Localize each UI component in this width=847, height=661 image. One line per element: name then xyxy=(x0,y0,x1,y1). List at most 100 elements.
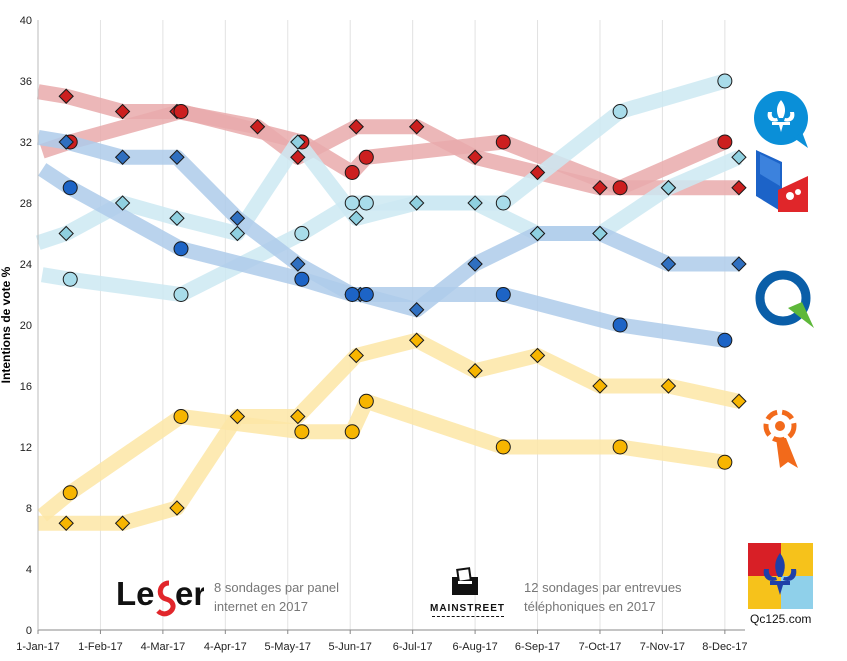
x-tick-label: 6-Aug-17 xyxy=(452,641,497,653)
point-pq-mainstreet xyxy=(717,73,733,89)
leger-legend-text: 8 sondages par panel internet en 2017 xyxy=(214,578,339,616)
point-caq-leger xyxy=(290,149,306,165)
mainstreet-logo-text: MAINSTREET xyxy=(430,603,505,614)
point-qs-mainstreet xyxy=(612,439,628,455)
point-pq-leger xyxy=(731,149,747,165)
point-pq-leger xyxy=(592,225,608,242)
point-caq-leger xyxy=(529,164,546,181)
point-pq-leger xyxy=(467,195,483,211)
qc125-site-label: Qc125.com xyxy=(750,612,812,626)
point-caq-mainstreet xyxy=(344,165,360,180)
mainstreet-legend-line2: téléphoniques en 2017 xyxy=(524,599,656,614)
point-pq-leger xyxy=(229,225,246,242)
point-pq-mainstreet xyxy=(358,195,374,211)
plq-logo xyxy=(756,150,808,212)
x-tick-label: 8-Dec-17 xyxy=(702,641,747,653)
point-qs-leger xyxy=(660,378,677,394)
point-plq-mainstreet xyxy=(173,241,189,257)
point-plq-leger xyxy=(731,256,747,272)
point-plq-mainstreet xyxy=(495,287,511,302)
svg-text:Le: Le xyxy=(116,575,155,612)
x-axis-ticks: 1-Jan-17 1-Feb-17 4-Mar-17 4-Apr-17 5-May-17… xyxy=(16,630,747,653)
y-axis-ticks: 0 4 8 12 16 20 24 28 32 36 40 xyxy=(20,15,32,637)
mainstreet-logo-underline xyxy=(432,616,504,617)
point-caq-mainstreet xyxy=(358,149,374,165)
point-qs-leger xyxy=(58,515,74,531)
point-plq-leger xyxy=(169,149,185,165)
point-caq-mainstreet xyxy=(612,180,628,196)
point-qs-mainstreet xyxy=(717,454,733,470)
point-qs-leger xyxy=(529,347,546,364)
mainstreet-legend-text: 12 sondages par entrevues téléphoniques … xyxy=(524,578,682,616)
x-tick-label: 7-Oct-17 xyxy=(579,641,622,653)
qc125-logo xyxy=(748,543,813,609)
point-plq-mainstreet xyxy=(62,180,78,196)
point-qs-mainstreet xyxy=(62,485,78,501)
point-plq-leger xyxy=(114,149,131,165)
point-plq-mainstreet xyxy=(717,332,733,348)
point-pq-leger xyxy=(58,225,74,242)
series-bands xyxy=(35,73,742,531)
point-caq-mainstreet xyxy=(717,134,733,150)
point-pq-leger xyxy=(169,210,185,226)
qs-logo xyxy=(758,402,806,470)
y-tick-label: 20 xyxy=(20,320,32,332)
y-tick-label: 16 xyxy=(20,381,32,393)
y-tick-label: 36 xyxy=(20,76,32,88)
trend-band-qs-mainstreet xyxy=(37,393,726,522)
point-caq-leger xyxy=(592,180,608,196)
pq-logo xyxy=(752,90,812,150)
x-tick-label: 7-Nov-17 xyxy=(640,641,685,653)
svg-text:er: er xyxy=(175,575,204,612)
x-tick-label: 4-Apr-17 xyxy=(204,641,247,653)
point-pq-leger xyxy=(529,225,546,242)
point-caq-leger xyxy=(348,119,364,135)
point-qs-mainstreet xyxy=(358,393,374,409)
trend-band-qs-leger xyxy=(38,332,741,531)
point-pq-mainstreet xyxy=(294,226,310,241)
x-tick-label: 4-Mar-17 xyxy=(141,641,186,653)
point-pq-mainstreet xyxy=(612,104,628,119)
point-caq-leger xyxy=(114,103,131,120)
point-qs-mainstreet xyxy=(294,424,310,440)
point-pq-mainstreet xyxy=(173,287,189,302)
leger-legend-line1: 8 sondages par panel xyxy=(214,580,340,595)
point-qs-leger xyxy=(114,515,131,531)
caq-logo xyxy=(754,268,816,330)
point-plq-leger xyxy=(660,256,677,272)
point-caq-leger xyxy=(731,180,747,196)
point-pq-leger xyxy=(660,180,677,196)
point-plq-leger xyxy=(467,256,483,272)
point-qs-leger xyxy=(169,500,185,516)
point-qs-leger xyxy=(348,347,364,364)
point-qs-mainstreet xyxy=(495,439,511,455)
point-qs-leger xyxy=(290,408,306,425)
mainstreet-logo-icon xyxy=(450,565,480,597)
point-pq-mainstreet xyxy=(495,195,511,211)
point-qs-leger xyxy=(229,408,246,425)
x-tick-label: 6-Jul-17 xyxy=(393,641,433,653)
y-tick-label: 8 xyxy=(26,503,32,515)
point-caq-mainstreet xyxy=(173,104,189,119)
y-tick-label: 24 xyxy=(20,259,32,271)
point-pq-leger xyxy=(290,134,306,150)
point-plq-mainstreet xyxy=(344,287,360,302)
point-qs-mainstreet xyxy=(344,424,360,440)
point-qs-leger xyxy=(467,363,483,379)
point-plq-leger xyxy=(58,134,74,150)
y-axis-title: Intentions de vote % xyxy=(0,266,13,383)
point-qs-leger xyxy=(408,332,425,348)
point-plq-mainstreet xyxy=(358,287,374,302)
point-qs-mainstreet xyxy=(173,409,189,424)
point-caq-leger xyxy=(408,119,425,135)
point-plq-leger xyxy=(290,256,306,272)
y-tick-label: 12 xyxy=(20,442,32,454)
point-plq-mainstreet xyxy=(294,271,310,287)
point-qs-leger xyxy=(731,393,747,409)
point-plq-leger xyxy=(229,210,246,226)
x-tick-label: 6-Sep-17 xyxy=(515,641,560,653)
mainstreet-legend-line1: 12 sondages par entrevues xyxy=(524,580,682,595)
x-tick-label: 5-Jun-17 xyxy=(328,641,371,653)
x-tick-label: 1-Feb-17 xyxy=(78,641,123,653)
